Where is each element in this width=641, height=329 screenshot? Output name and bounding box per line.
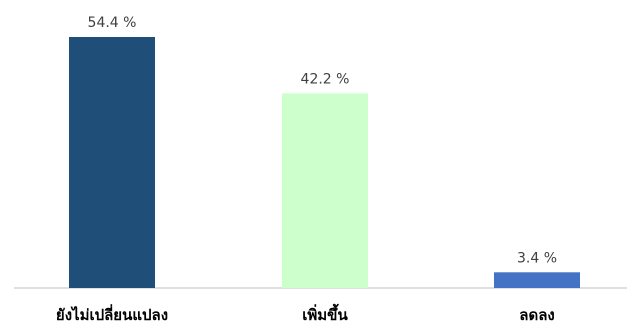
- data-label-3: 3.4 %: [517, 250, 557, 266]
- bar-2: [282, 93, 368, 288]
- data-labels-group: 54.4 % 42.2 % 3.4 %: [88, 15, 557, 266]
- category-label-2: เพิ่มขึ้น: [302, 303, 348, 324]
- data-label-1: 54.4 %: [88, 15, 137, 31]
- bars-group: [69, 37, 580, 288]
- category-label-3: ลดลง: [519, 306, 554, 324]
- category-label-1: ยังไม่เปลี่ยนแปลง: [56, 304, 168, 324]
- bar-1: [69, 37, 155, 288]
- bar-3: [494, 272, 580, 288]
- category-labels-group: ยังไม่เปลี่ยนแปลง เพิ่มขึ้น ลดลง: [56, 303, 555, 324]
- data-label-2: 42.2 %: [301, 71, 350, 87]
